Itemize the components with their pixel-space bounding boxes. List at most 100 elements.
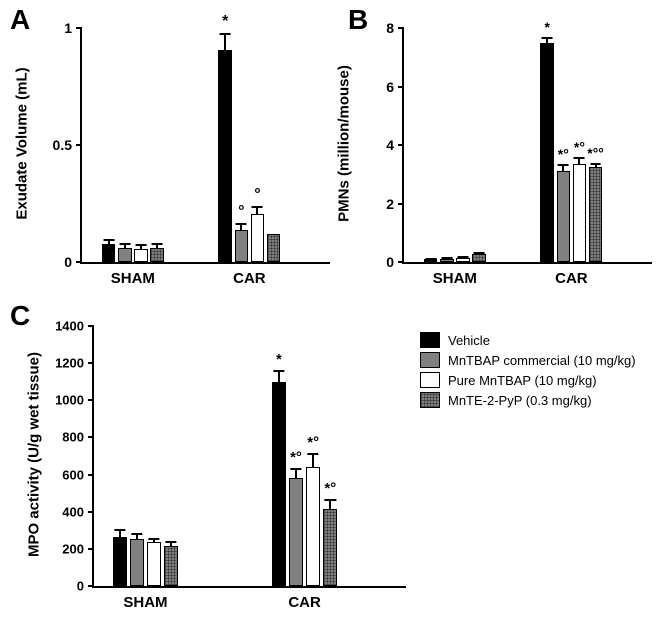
error-cap xyxy=(308,453,319,455)
error-cap xyxy=(457,256,468,258)
y-tick-label: 4 xyxy=(386,137,394,153)
y-tick xyxy=(76,144,82,146)
legend-item: Vehicle xyxy=(420,332,636,348)
bar xyxy=(251,214,265,262)
bar xyxy=(164,546,178,586)
y-tick-label: 2 xyxy=(386,196,394,212)
bar xyxy=(440,259,454,263)
error-bar xyxy=(312,453,314,467)
y-tick xyxy=(398,203,404,205)
y-tick-label: 1 xyxy=(64,20,72,36)
error-cap xyxy=(114,529,125,531)
bar xyxy=(147,542,161,586)
bar xyxy=(306,467,320,586)
figure-root: A00.51SHAMCAR*°°Exudate Volume (mL)B0246… xyxy=(0,0,672,634)
x-group-label: SHAM xyxy=(123,594,167,611)
significance-marker: *° xyxy=(290,449,302,466)
significance-marker: *°° xyxy=(587,145,604,161)
y-tick-label: 8 xyxy=(386,20,394,36)
y-tick-label: 800 xyxy=(62,430,84,445)
bar xyxy=(456,258,470,262)
legend-label: MnTE-2-PyP (0.3 mg/kg) xyxy=(448,393,592,408)
significance-marker: *° xyxy=(558,146,569,162)
error-cap xyxy=(474,252,485,254)
y-tick-label: 1400 xyxy=(55,319,84,334)
bar xyxy=(289,478,303,586)
error-cap xyxy=(152,243,163,245)
error-cap xyxy=(273,370,284,372)
legend-label: Pure MnTBAP (10 mg/kg) xyxy=(448,373,597,388)
y-tick xyxy=(88,474,94,476)
error-cap xyxy=(425,258,436,260)
x-group-label: CAR xyxy=(288,594,321,611)
significance-marker: * xyxy=(544,19,549,35)
y-tick xyxy=(76,27,82,29)
y-tick xyxy=(88,511,94,513)
y-tick xyxy=(88,399,94,401)
error-cap xyxy=(131,533,142,535)
bar xyxy=(472,254,486,262)
bar xyxy=(134,249,148,262)
y-tick xyxy=(398,261,404,263)
y-tick xyxy=(88,436,94,438)
y-tick-label: 1000 xyxy=(55,393,84,408)
bar xyxy=(272,382,286,586)
bar xyxy=(573,164,587,262)
legend-item: Pure MnTBAP (10 mg/kg) xyxy=(420,372,636,388)
legend-swatch xyxy=(420,372,440,388)
significance-marker: *° xyxy=(307,434,319,451)
legend: Vehicle MnTBAP commercial (10 mg/kg) Pure … xyxy=(420,332,636,412)
y-tick xyxy=(88,548,94,550)
x-group-label: SHAM xyxy=(433,270,477,287)
significance-marker: * xyxy=(222,13,228,31)
legend-label: MnTBAP commercial (10 mg/kg) xyxy=(448,353,636,368)
bar xyxy=(267,234,281,262)
y-tick xyxy=(398,144,404,146)
y-tick xyxy=(398,27,404,29)
y-tick xyxy=(88,325,94,327)
error-cap xyxy=(119,243,130,245)
legend-item: MnTE-2-PyP (0.3 mg/kg) xyxy=(420,392,636,408)
error-cap xyxy=(252,206,263,208)
error-cap xyxy=(574,157,585,159)
y-tick-label: 0 xyxy=(64,254,72,270)
error-cap xyxy=(290,468,301,470)
bar xyxy=(130,539,144,586)
legend-swatch xyxy=(420,332,440,348)
significance-marker: *° xyxy=(324,480,336,497)
bar xyxy=(540,43,554,262)
error-cap xyxy=(558,164,569,166)
significance-marker: * xyxy=(276,351,282,368)
bar xyxy=(102,244,116,262)
significance-marker: ° xyxy=(238,203,244,221)
significance-marker: ° xyxy=(254,186,260,204)
y-tick xyxy=(88,362,94,364)
bar xyxy=(557,171,571,262)
legend-swatch xyxy=(420,352,440,368)
y-axis-label-c: MPO activity (U/g wet tissue) xyxy=(26,325,43,585)
bar xyxy=(113,537,127,586)
x-group-label: SHAM xyxy=(111,270,155,287)
y-tick-label: 0 xyxy=(386,254,394,270)
y-tick-label: 0.5 xyxy=(53,137,72,153)
error-cap xyxy=(220,33,231,35)
error-cap xyxy=(135,244,146,246)
legend-swatch xyxy=(420,392,440,408)
y-tick xyxy=(76,261,82,263)
y-tick xyxy=(398,86,404,88)
x-group-label: CAR xyxy=(233,270,266,287)
bar xyxy=(118,248,132,262)
error-cap xyxy=(590,163,601,165)
plot-area-c: 0200400600800100012001400SHAMCAR**°*°*° xyxy=(92,326,406,588)
legend-label: Vehicle xyxy=(448,333,490,348)
y-axis-label-b: PMNs (million/mouse) xyxy=(336,27,353,261)
y-tick-label: 6 xyxy=(386,79,394,95)
y-tick-label: 0 xyxy=(77,579,84,594)
bar xyxy=(323,509,337,586)
y-axis-label-a: Exudate Volume (mL) xyxy=(14,27,31,261)
y-tick-label: 1200 xyxy=(55,356,84,371)
y-tick-label: 400 xyxy=(62,504,84,519)
error-cap xyxy=(542,37,553,39)
error-bar xyxy=(224,33,226,51)
error-cap xyxy=(441,257,452,259)
